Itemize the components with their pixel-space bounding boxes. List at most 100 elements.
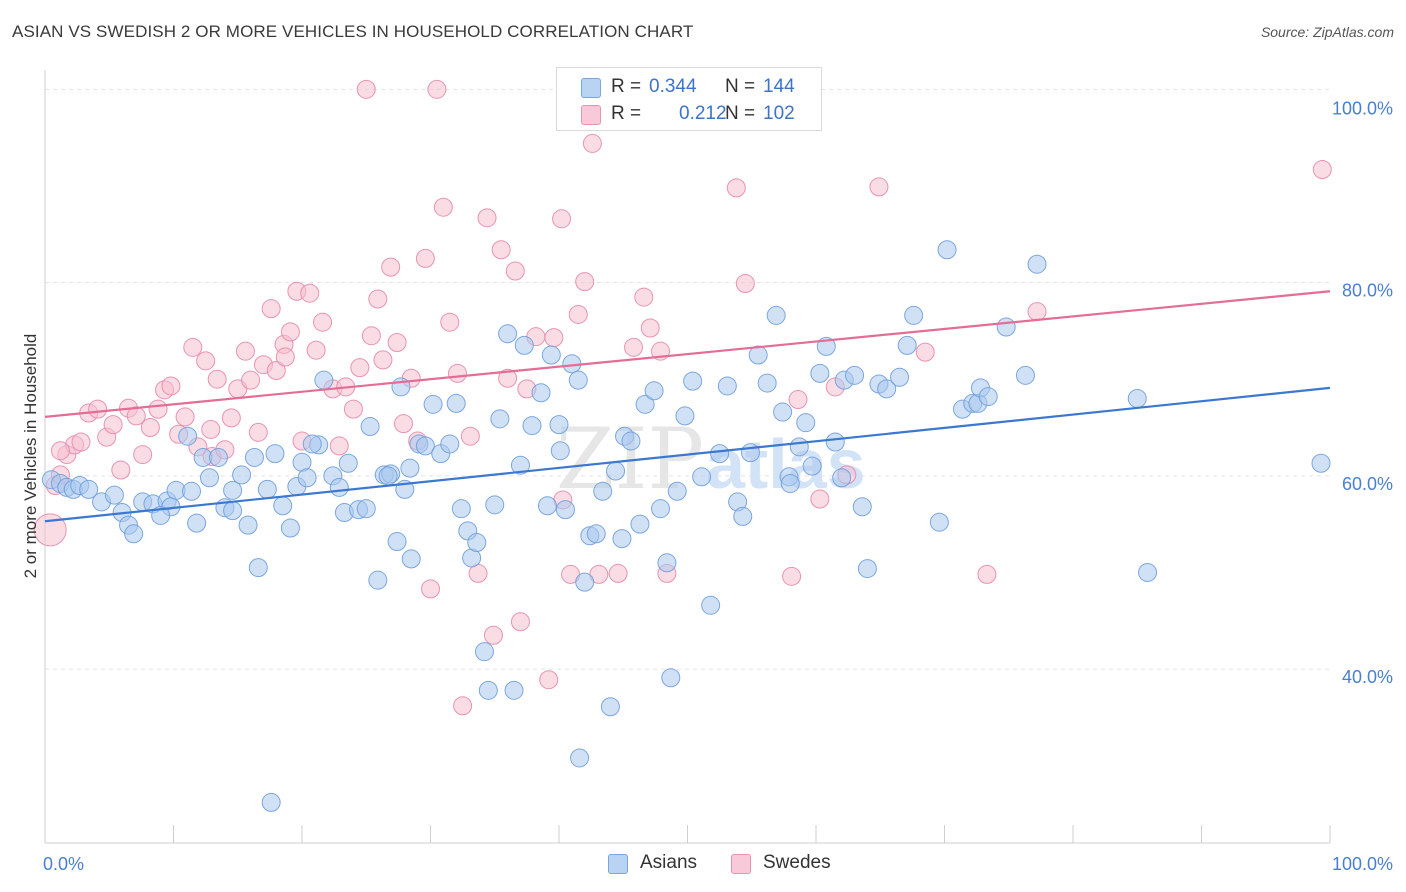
swedes-point xyxy=(266,361,286,381)
y-axis-label: 2 or more Vehicles in Household xyxy=(21,334,40,579)
asians-point xyxy=(667,481,687,501)
r-label: R = xyxy=(611,103,642,124)
asians-swatch xyxy=(581,78,601,98)
swedes-point xyxy=(196,351,216,371)
n-label: N = xyxy=(725,103,756,124)
r-label: R = xyxy=(611,76,642,97)
swedes-point xyxy=(140,418,160,438)
swedes-point xyxy=(582,133,602,153)
source-label: Source: ZipAtlas.com xyxy=(1260,24,1394,40)
swedes-point xyxy=(433,197,453,217)
swedes-point xyxy=(869,177,889,197)
swedes-point xyxy=(782,566,802,586)
swedes-point xyxy=(788,389,808,409)
swedes-point xyxy=(552,209,572,229)
asians-point xyxy=(692,467,712,487)
n-value: 102 xyxy=(763,103,795,124)
swedes-point xyxy=(356,79,376,99)
swedes-trend-line xyxy=(44,290,1331,418)
swedes-point xyxy=(735,274,755,294)
asians-point xyxy=(978,387,998,407)
asians-point xyxy=(630,514,650,534)
asians-point xyxy=(223,480,243,500)
swedes-point xyxy=(477,208,497,228)
asians-point xyxy=(273,496,293,516)
x-tick-label: 0.0% xyxy=(43,854,84,874)
asians-point xyxy=(338,453,358,473)
asians-point xyxy=(208,447,228,467)
swedes-point xyxy=(453,696,473,716)
swedes-point xyxy=(350,358,370,378)
y-tick-label: 60.0% xyxy=(1342,474,1393,494)
swedes-point xyxy=(640,318,660,338)
asians-point xyxy=(104,485,124,505)
swedes-point xyxy=(71,432,91,452)
asians-point xyxy=(890,367,910,387)
swedes-point xyxy=(440,312,460,332)
asians-point xyxy=(467,532,487,552)
asians-point xyxy=(498,324,518,344)
swedes-point xyxy=(491,240,511,260)
asians-point xyxy=(857,559,877,579)
swedes-point xyxy=(608,563,628,583)
swedes-point xyxy=(394,414,414,434)
swedes-point xyxy=(373,350,393,370)
asians-point xyxy=(187,513,207,533)
swedes-point xyxy=(88,399,108,419)
asians-point xyxy=(568,370,588,390)
swedes-point xyxy=(460,426,480,446)
swedes-point xyxy=(624,337,644,357)
asians-point xyxy=(541,345,561,365)
asians-point xyxy=(223,501,243,521)
asians-point xyxy=(1015,365,1035,385)
swedes-point xyxy=(977,564,997,584)
asians-point xyxy=(474,642,494,662)
asians-point xyxy=(257,479,277,499)
swedes-point xyxy=(726,178,746,198)
swedes-point xyxy=(510,612,530,632)
asians-point xyxy=(897,335,917,355)
asians-point xyxy=(401,549,421,569)
asians-point xyxy=(368,570,388,590)
asians-point xyxy=(852,497,872,517)
asians-point xyxy=(644,381,664,401)
asians-trend-line xyxy=(44,386,1331,523)
asians-point xyxy=(329,477,349,497)
asians-point xyxy=(675,406,695,426)
asians-point xyxy=(780,474,800,494)
asians-point xyxy=(302,434,322,454)
n-label: N = xyxy=(725,76,756,97)
asians-point xyxy=(378,466,398,486)
swedes-point xyxy=(427,79,447,99)
swedes-point xyxy=(175,407,195,427)
swedes-point xyxy=(33,513,67,547)
tick-labels: 40.0% 60.0% 80.0% 100.0% 0.0% 100.0% xyxy=(43,98,1393,874)
asians-point xyxy=(478,680,498,700)
asians-point xyxy=(733,506,753,526)
n-value: 144 xyxy=(763,76,795,97)
asians-point xyxy=(124,524,144,544)
asians-point xyxy=(181,481,201,501)
asians-point xyxy=(261,792,281,812)
asians-point xyxy=(451,499,471,519)
asians-point xyxy=(635,394,655,414)
asians-point xyxy=(661,668,681,688)
swedes-point xyxy=(207,369,227,389)
swedes-point xyxy=(483,625,503,645)
swedes-point xyxy=(261,299,281,319)
swedes-point xyxy=(306,340,326,360)
swedes-point xyxy=(915,342,935,362)
asians-point xyxy=(657,553,677,573)
asians-point xyxy=(757,373,777,393)
asians-point xyxy=(522,416,542,436)
asians-point xyxy=(570,748,590,768)
swedes-point xyxy=(133,445,153,465)
swedes-point xyxy=(498,368,518,388)
swedes-point xyxy=(544,328,564,348)
asians-point xyxy=(612,529,632,549)
asians-point xyxy=(549,415,569,435)
asians-point xyxy=(514,335,534,355)
r-value: 0.212 xyxy=(679,103,727,124)
swedes-point xyxy=(201,419,221,439)
asians-point xyxy=(996,317,1016,337)
